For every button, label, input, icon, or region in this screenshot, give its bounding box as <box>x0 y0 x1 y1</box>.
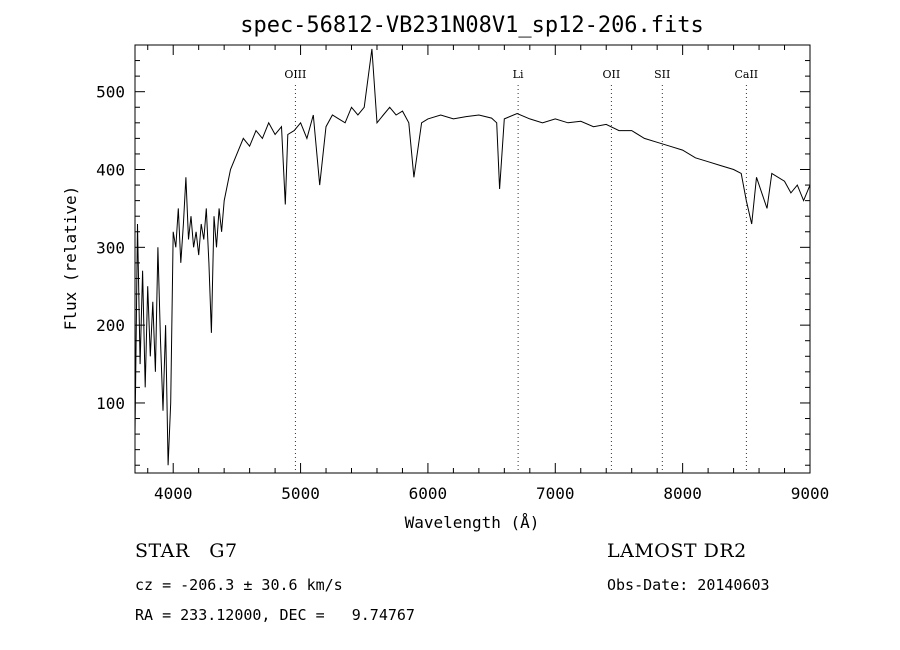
x-tick-label: 7000 <box>536 484 575 503</box>
survey-name: LAMOST DR2 <box>607 540 747 562</box>
y-tick-label: 100 <box>96 394 125 413</box>
x-tick-label: 4000 <box>154 484 193 503</box>
line-marker-label: Li <box>513 68 524 81</box>
x-tick-label: 6000 <box>409 484 448 503</box>
y-tick-label: 400 <box>96 161 125 180</box>
y-tick-label: 200 <box>96 316 125 335</box>
line-marker-label: CaII <box>734 68 758 81</box>
line-marker-label: OIII <box>284 68 306 81</box>
observation-date: Obs-Date: 20140603 <box>607 576 770 594</box>
x-tick-label: 8000 <box>663 484 702 503</box>
y-tick-label: 300 <box>96 238 125 257</box>
plot-area: 4000 5000 6000 7000 8000 9000 100 200 300 400 500 O… <box>96 44 830 503</box>
star-class: STAR G7 <box>135 540 238 562</box>
y-axis-label: Flux (relative) <box>61 186 80 331</box>
plot-frame <box>134 44 811 474</box>
redshift-velocity: cz = -206.3 ± 30.6 km/s <box>135 576 343 594</box>
line-marker-label: SII <box>654 68 670 81</box>
ra-dec-coordinates: RA = 233.12000, DEC = 9.74767 <box>135 606 415 624</box>
spectrum-line <box>134 48 811 466</box>
x-axis-label: Wavelength (Å) <box>405 513 540 532</box>
chart-title: spec-56812-VB231N08V1_sp12-206.fits <box>240 13 704 38</box>
y-tick-label: 500 <box>96 83 125 102</box>
x-tick-label: 5000 <box>281 484 320 503</box>
x-tick-label: 9000 <box>791 484 830 503</box>
line-marker-label: OII <box>602 68 620 81</box>
